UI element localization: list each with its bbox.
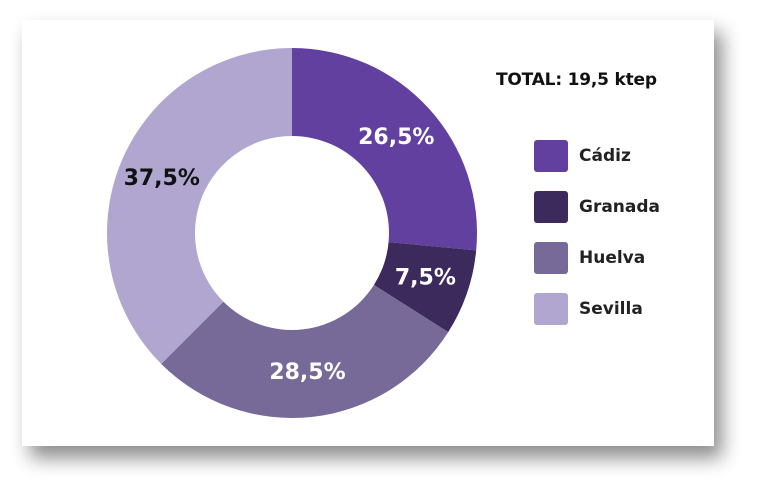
legend-item-sevilla: Sevilla: [534, 293, 660, 325]
slice-granada: [373, 242, 477, 333]
slice-label-sevilla: 37,5%: [124, 166, 200, 191]
legend-item-cadiz: Cádiz: [534, 140, 660, 172]
legend-swatch-cadiz: [534, 140, 568, 172]
legend: Cádiz Granada Huelva Sevilla: [534, 140, 660, 344]
slice-sevilla: [107, 48, 293, 364]
slice-label-granada: 7,5%: [395, 266, 456, 291]
legend-swatch-granada: [534, 191, 568, 223]
legend-label-granada: Granada: [579, 197, 661, 217]
slice-cadiz: [292, 48, 477, 251]
donut-chart: 26,5% 7,5% 28,5% 37,5%: [107, 48, 477, 418]
slice-label-cadiz: 26,5%: [358, 125, 434, 150]
chart-total-title: TOTAL: 19,5 ktep: [496, 70, 657, 90]
legend-label-sevilla: Sevilla: [579, 299, 643, 319]
legend-swatch-huelva: [534, 242, 568, 274]
legend-swatch-sevilla: [534, 293, 568, 325]
slice-huelva: [161, 284, 449, 418]
slice-label-huelva: 28,5%: [269, 360, 345, 385]
chart-card: 26,5% 7,5% 28,5% 37,5% TOTAL: 19,5 ktep Cád…: [22, 20, 714, 446]
legend-label-cadiz: Cádiz: [579, 146, 631, 166]
legend-label-huelva: Huelva: [579, 248, 646, 268]
legend-item-huelva: Huelva: [534, 242, 660, 274]
legend-item-granada: Granada: [534, 191, 660, 223]
